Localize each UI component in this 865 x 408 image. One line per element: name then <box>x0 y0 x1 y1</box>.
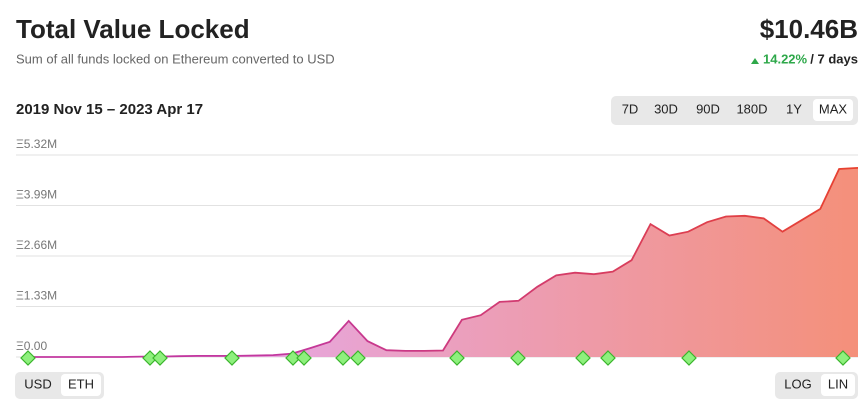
event-marker[interactable] <box>681 350 697 366</box>
y-tick-label: Ξ1.33M <box>16 289 57 303</box>
plot: Ξ5.32M Ξ3.99M Ξ2.66M Ξ1.33M Ξ0.00 <box>16 137 859 366</box>
selected-button-bg <box>821 374 855 396</box>
y-tick-label: Ξ3.99M <box>16 188 57 202</box>
selected-button-bg <box>813 99 853 121</box>
range-button[interactable]: MAX <box>819 101 848 116</box>
scale-button[interactable]: LOG <box>784 376 811 391</box>
scale-button[interactable]: LIN <box>828 376 848 391</box>
range-button[interactable]: 180D <box>736 101 767 116</box>
currencie-button[interactable]: USD <box>24 376 51 391</box>
range-button[interactable]: 7D <box>622 101 639 116</box>
event-marker[interactable] <box>835 350 851 366</box>
event-marker[interactable] <box>296 350 312 366</box>
change: 14.22% <box>763 51 808 66</box>
event-marker[interactable] <box>20 350 36 366</box>
y-tick-label: Ξ0.00 <box>16 339 47 353</box>
title: Total Value Locked <box>16 14 250 44</box>
subtitle: Sum of all funds locked on Ethereum conv… <box>16 51 335 66</box>
event-marker[interactable] <box>285 350 301 366</box>
range-button[interactable]: 30D <box>654 101 678 116</box>
event-marker[interactable] <box>224 350 240 366</box>
total-value: $10.46B <box>760 14 858 44</box>
range-button[interactable]: 90D <box>696 101 720 116</box>
period: / 7 days <box>810 51 858 66</box>
currencie-button[interactable]: ETH <box>68 376 94 391</box>
y-tick-label: Ξ5.32M <box>16 137 57 151</box>
date-range: 2019 Nov 15 – 2023 Apr 17 <box>16 101 203 118</box>
range-group <box>611 96 858 125</box>
selected-button-bg <box>61 374 101 396</box>
event-marker[interactable] <box>449 350 465 366</box>
range-button[interactable]: 1Y <box>786 101 802 116</box>
event-marker[interactable] <box>152 350 168 366</box>
event-marker[interactable] <box>510 350 526 366</box>
controls: 7D 30D 90D 180D 1Y MAX USD ETH LOG LIN <box>24 99 855 396</box>
event-marker[interactable] <box>600 350 616 366</box>
event-marker[interactable] <box>575 350 591 366</box>
y-tick-label: Ξ2.66M <box>16 238 57 252</box>
event-marker[interactable] <box>335 350 351 366</box>
up-arrow <box>751 58 759 64</box>
event-marker[interactable] <box>350 350 366 366</box>
area <box>28 167 858 357</box>
